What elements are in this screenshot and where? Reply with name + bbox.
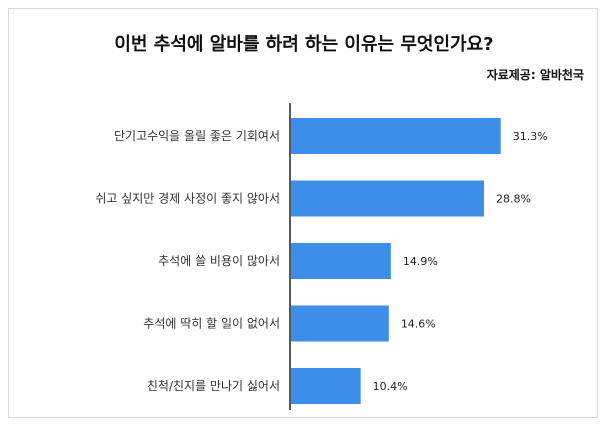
bar-3 — [291, 243, 391, 279]
value-label-1: 31.3% — [513, 130, 548, 143]
chart-title: 이번 추석에 알바를 하려 하는 이유는 무엇인가요? — [114, 34, 494, 55]
bar-1 — [291, 118, 501, 154]
category-label-5: 친척/친지를 만나기 싫어서 — [147, 379, 280, 393]
value-label-5: 10.4% — [373, 380, 408, 393]
value-label-3: 14.9% — [403, 255, 438, 268]
category-label-3: 추석에 쓸 비용이 많아서 — [158, 254, 280, 268]
value-label-2: 28.8% — [496, 193, 531, 206]
value-label-4: 14.6% — [401, 318, 436, 331]
source-label: 자료제공: 알바천국 — [486, 68, 584, 82]
category-label-4: 추석에 딱히 할 일이 없어서 — [143, 317, 280, 331]
chart-frame — [8, 8, 598, 418]
category-label-2: 쉬고 싶지만 경제 사정이 좋지 않아서 — [95, 192, 280, 206]
category-label-1: 단기고수익을 올릴 좋은 기회여서 — [114, 129, 280, 143]
bar-2 — [291, 180, 484, 217]
bar-5 — [291, 368, 361, 404]
bar-4 — [291, 305, 389, 342]
